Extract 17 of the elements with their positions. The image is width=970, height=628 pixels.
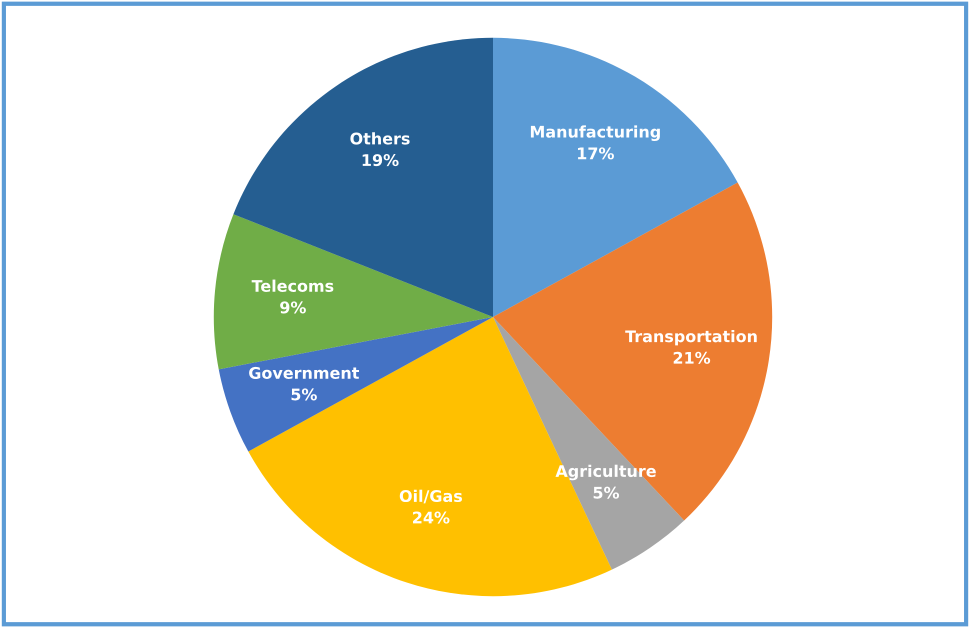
data-label: 5% xyxy=(594,486,620,499)
pie-slice xyxy=(493,182,772,521)
slice-label: Transportation xyxy=(625,330,757,346)
slice-label: Oil/Gas xyxy=(400,490,462,504)
pie-slice xyxy=(218,317,493,452)
pie-slice xyxy=(233,38,493,317)
slice-label: Telecoms xyxy=(252,280,334,292)
data-label: 21% xyxy=(674,352,710,364)
pie-slice xyxy=(493,38,738,317)
data-label: 24% xyxy=(413,512,450,524)
data-label: 19% xyxy=(362,154,399,166)
slice-label: Others xyxy=(350,132,410,145)
data-label: 5% xyxy=(292,388,317,400)
data-label: 9% xyxy=(280,301,306,314)
slice-label: Manufacturing xyxy=(530,125,660,141)
data-label: 17% xyxy=(578,147,614,160)
slice-label: Government xyxy=(249,366,360,379)
